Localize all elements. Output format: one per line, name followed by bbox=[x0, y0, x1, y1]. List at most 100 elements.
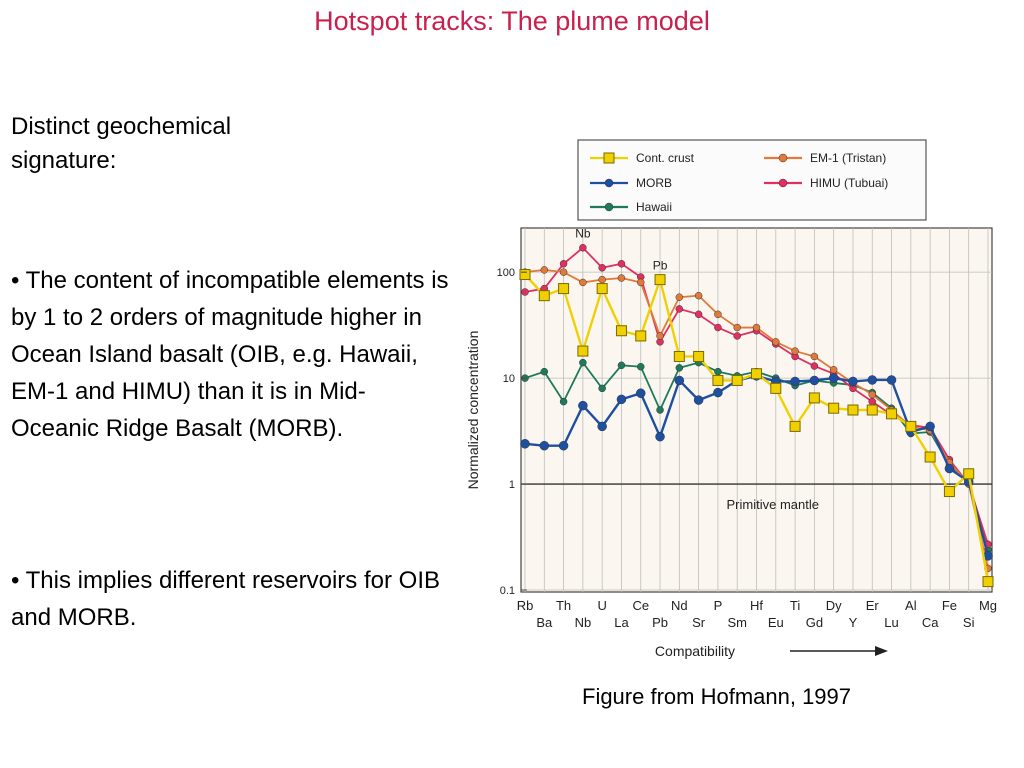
data-point bbox=[867, 375, 877, 385]
data-point bbox=[617, 274, 626, 282]
data-point bbox=[637, 278, 645, 287]
bullet-oib-enrichment: • The content of incompatible elements i… bbox=[11, 267, 449, 442]
legend-swatch-marker bbox=[603, 152, 615, 164]
data-point bbox=[714, 367, 722, 376]
data-point bbox=[598, 384, 606, 393]
x-tick-label: Sm bbox=[727, 615, 747, 630]
x-tick-label: Ti bbox=[790, 598, 800, 613]
series-group bbox=[519, 243, 994, 588]
data-point bbox=[868, 390, 876, 399]
data-point bbox=[656, 332, 664, 340]
data-point bbox=[596, 283, 608, 295]
legend-swatch-marker bbox=[778, 153, 788, 163]
legend-item: HIMU (Tubuai) bbox=[764, 176, 888, 190]
plot-grid bbox=[521, 228, 992, 592]
annotation-label: Pb bbox=[653, 259, 668, 273]
reference-line: Primitive mantle bbox=[521, 483, 992, 512]
x-tick-label: Er bbox=[866, 598, 880, 613]
x-tick-label: Gd bbox=[806, 615, 823, 630]
slide-title: Hotspot tracks: The plume model bbox=[314, 6, 710, 36]
data-point bbox=[675, 293, 684, 301]
y-tick-label: 1 bbox=[509, 479, 515, 491]
lead-text: Distinct geochemical signature: bbox=[11, 113, 232, 174]
data-point bbox=[963, 468, 975, 480]
annotation-label: Nb bbox=[575, 227, 591, 241]
data-point bbox=[520, 439, 530, 449]
x-tick-label: Nb bbox=[575, 615, 592, 630]
data-point bbox=[694, 291, 703, 300]
data-point bbox=[905, 420, 917, 432]
data-point bbox=[772, 338, 780, 346]
y-tick-label: 10 bbox=[503, 373, 515, 385]
y-axis-title: Normalized concentration bbox=[465, 331, 481, 490]
primitive-mantle-label: Primitive mantle bbox=[727, 497, 819, 512]
data-point bbox=[752, 323, 761, 332]
data-point bbox=[521, 288, 529, 296]
data-point bbox=[866, 404, 878, 416]
legend-label: HIMU (Tubuai) bbox=[810, 176, 888, 190]
figure-caption: Figure from Hofmann, 1997 bbox=[582, 684, 852, 709]
data-point bbox=[982, 576, 994, 588]
data-point bbox=[714, 310, 722, 319]
data-point bbox=[579, 358, 587, 367]
compatibility-arrow-head bbox=[875, 646, 888, 656]
data-point bbox=[598, 264, 606, 272]
x-tick-label: Rb bbox=[517, 598, 534, 613]
x-tick-label: Lu bbox=[884, 615, 898, 630]
data-point bbox=[559, 268, 568, 276]
data-point bbox=[733, 323, 741, 332]
data-point bbox=[944, 463, 955, 474]
data-point bbox=[731, 374, 743, 386]
data-point bbox=[733, 332, 741, 340]
data-point bbox=[810, 352, 819, 361]
data-point bbox=[615, 325, 627, 337]
y-tick-labels: 100 10 1 0.1 bbox=[497, 267, 527, 597]
legend-label: Cont. crust bbox=[636, 151, 695, 165]
legend-label: MORB bbox=[636, 176, 672, 190]
data-point bbox=[519, 269, 531, 281]
data-point bbox=[714, 323, 722, 332]
data-point bbox=[693, 350, 705, 362]
data-point bbox=[559, 397, 568, 406]
data-point bbox=[635, 330, 647, 342]
legend-item: MORB bbox=[590, 176, 672, 190]
legend-swatch-marker bbox=[778, 178, 788, 188]
data-point bbox=[791, 347, 799, 355]
data-point bbox=[848, 376, 858, 387]
data-point bbox=[539, 440, 550, 451]
data-point bbox=[673, 350, 685, 362]
data-point bbox=[674, 375, 685, 386]
legend-swatch-marker bbox=[604, 178, 614, 188]
data-point bbox=[597, 421, 607, 432]
data-point bbox=[675, 364, 684, 372]
data-point bbox=[598, 275, 606, 284]
x-tick-label: Sr bbox=[692, 615, 706, 630]
data-point bbox=[847, 404, 859, 416]
x-tick-label: Eu bbox=[768, 615, 784, 630]
data-point bbox=[886, 408, 898, 420]
x-tick-label: Th bbox=[556, 598, 571, 613]
data-point bbox=[636, 388, 646, 398]
data-point bbox=[810, 362, 819, 370]
x-tick-label: Pb bbox=[652, 615, 668, 630]
data-point bbox=[637, 362, 645, 371]
data-point bbox=[712, 374, 724, 386]
legend-label: EM-1 (Tristan) bbox=[810, 151, 886, 165]
series-cont-crust bbox=[519, 269, 994, 588]
data-point bbox=[675, 305, 684, 313]
x-tick-label: Dy bbox=[826, 598, 842, 613]
data-point bbox=[617, 260, 626, 268]
chart-legend: Cont. crust MORB Hawaii EM-1 (Tristan) HIMU … bbox=[577, 139, 927, 221]
y-tick-label: 0.1 bbox=[500, 585, 515, 597]
data-point bbox=[655, 431, 665, 442]
x-tick-label: Si bbox=[963, 615, 975, 630]
data-point bbox=[808, 392, 820, 404]
spider-diagram: Cont. crust MORB Hawaii EM-1 (Tristan) HIMU … bbox=[465, 139, 997, 659]
x-tick-label: Ba bbox=[536, 615, 553, 630]
data-point bbox=[868, 397, 876, 406]
data-point bbox=[925, 421, 935, 432]
x-tick-label: Y bbox=[849, 615, 858, 630]
data-point bbox=[713, 387, 723, 398]
data-point bbox=[828, 402, 840, 414]
